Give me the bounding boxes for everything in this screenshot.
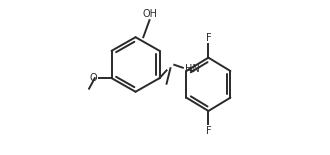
Text: F: F bbox=[206, 126, 211, 136]
Text: OH: OH bbox=[143, 9, 158, 19]
Text: F: F bbox=[206, 33, 211, 43]
Text: O: O bbox=[89, 73, 97, 83]
Text: HN: HN bbox=[185, 64, 200, 74]
